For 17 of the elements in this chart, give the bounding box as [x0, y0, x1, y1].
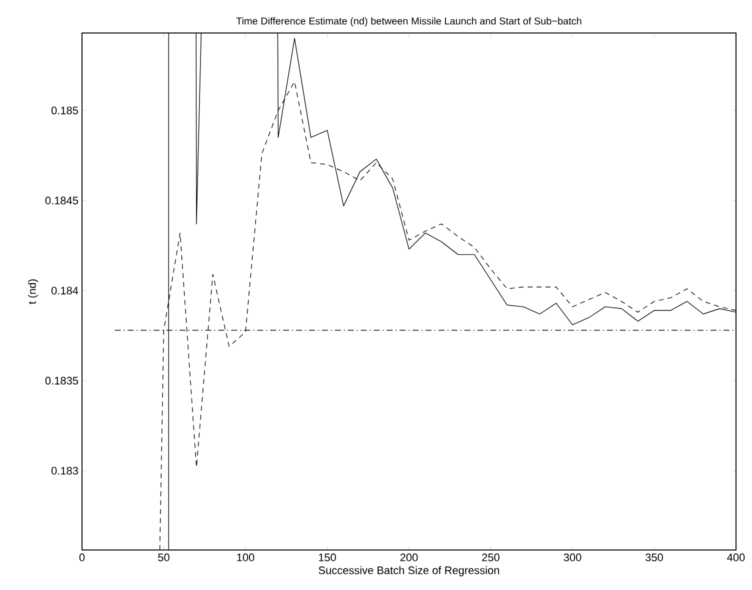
x-tick-label: 250: [482, 554, 500, 562]
x-axis-title: Successive Batch Size of Regression: [318, 566, 500, 576]
x-tick-label: 350: [646, 554, 663, 562]
x-tick-label: 300: [564, 554, 582, 562]
x-tick-label: 0: [79, 554, 85, 562]
y-tick-label: 0.1845: [45, 196, 78, 204]
x-tick-label: 150: [318, 554, 336, 562]
x-tick-label: 100: [237, 554, 254, 562]
x-tick-label: 50: [158, 554, 170, 562]
x-tick-label: 200: [400, 554, 418, 562]
y-tick-label: 0.183: [51, 466, 78, 475]
y-tick-label: 0.1835: [45, 376, 78, 385]
x-tick-label: 400: [727, 554, 745, 562]
y-tick-label: 0.184: [51, 286, 78, 294]
y-axis-title: t (nd): [28, 279, 38, 304]
y-tick-label: 0.185: [51, 106, 78, 114]
chart-title: Time Difference Estimate (nd) between Missile Launch and Start of Sub−batch: [236, 17, 582, 26]
